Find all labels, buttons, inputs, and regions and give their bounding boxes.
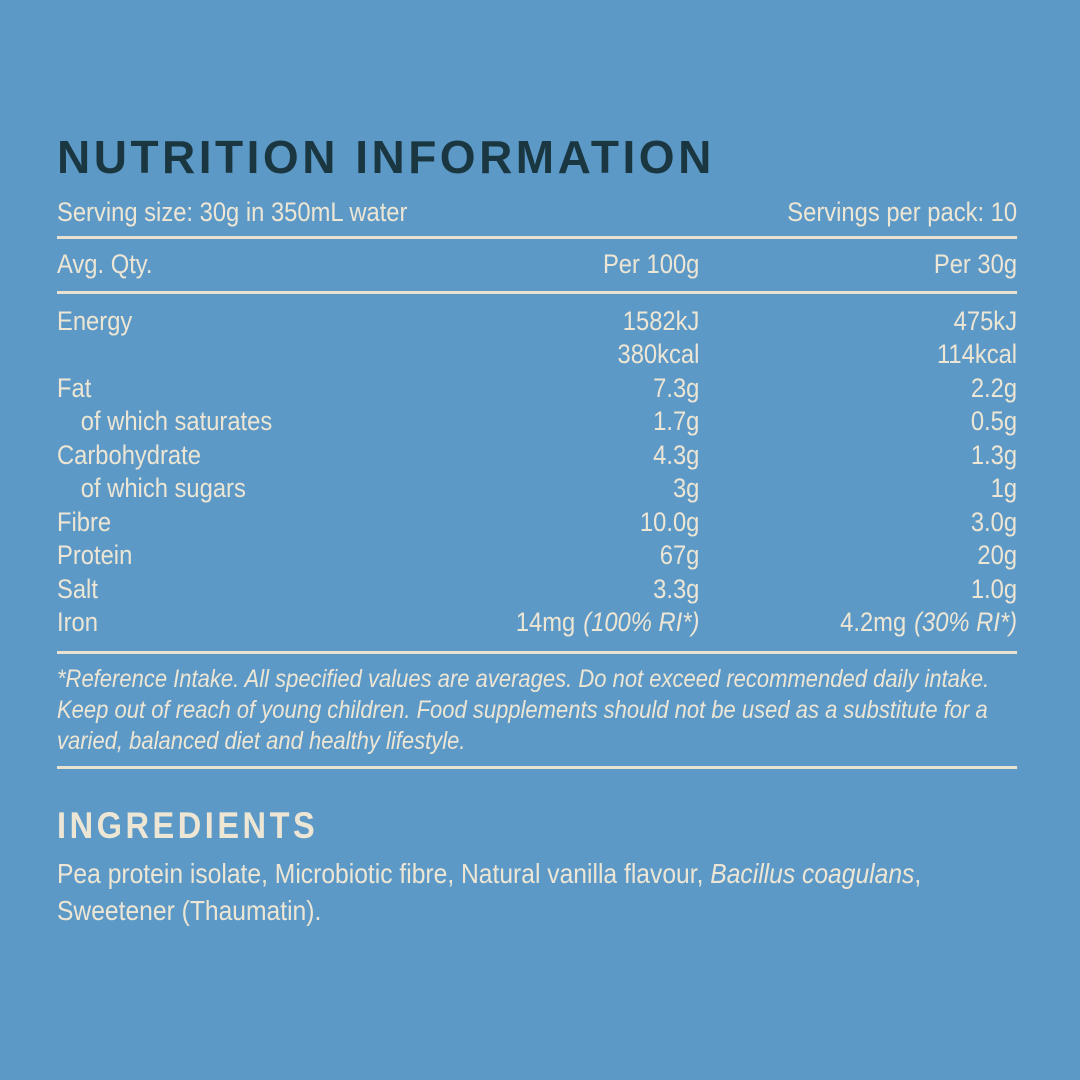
per-100g-value: 3.3g xyxy=(653,573,700,604)
per-100g-value: 4.3g xyxy=(653,439,700,470)
per-30g-value: 1.0g xyxy=(970,573,1018,604)
per-100g-value: 3g xyxy=(672,473,700,503)
divider xyxy=(57,236,1018,239)
per-30g-value: 475kJ xyxy=(953,305,1018,336)
per-100g-value: 380kcal xyxy=(617,339,700,369)
nutrient-label: Carbohydrate xyxy=(57,439,201,470)
divider xyxy=(57,650,1018,654)
table-row: 380kcal 114kcal xyxy=(57,338,1017,372)
ingredients-part-after: , Sweetener (Thaumatin). xyxy=(57,857,922,926)
nutrient-label: Protein xyxy=(57,540,133,570)
nutrient-label: Fibre xyxy=(57,506,112,537)
table-row: Iron 14mg (100% RI*) 4.2mg (30% RI*) xyxy=(57,606,1017,640)
divider xyxy=(57,765,1018,769)
footnote-text: *Reference Intake. All specified values … xyxy=(57,664,990,755)
per-100g-value: 7.3g xyxy=(653,372,700,403)
per-30g-value: 0.5g xyxy=(970,406,1018,436)
nutrient-label: Salt xyxy=(57,573,98,604)
per-30g-value: 2.2g xyxy=(970,372,1018,403)
nutrient-label: of which saturates xyxy=(80,406,273,436)
per-100g-value: 1582kJ xyxy=(622,305,700,336)
per-30g-value: 3.0g xyxy=(970,506,1018,537)
table-row: Carbohydrate 4.3g 1.3g xyxy=(57,439,1017,473)
ingredients-heading: INGREDIENTS xyxy=(57,804,319,846)
table-row: Fibre 10.0g 3.0g xyxy=(57,506,1017,540)
table-header-row: Avg. Qty. Per 100g Per 30g xyxy=(57,248,1017,282)
nutrient-label: of which sugars xyxy=(80,473,246,503)
column-header-per-100g: Per 100g xyxy=(602,249,700,279)
table-row: Salt 3.3g 1.0g xyxy=(57,573,1017,607)
per-30g-value: 4.2mg (30% RI*) xyxy=(840,607,1018,637)
per-100g-value: 14mg (100% RI*) xyxy=(515,607,700,637)
page-title: NUTRITION INFORMATION xyxy=(57,131,715,183)
per-100g-value: 1.7g xyxy=(653,406,700,436)
per-30g-value: 20g xyxy=(977,540,1018,570)
label-body: Serving size: 30g in 350mL water Serving… xyxy=(57,195,1018,929)
ingredients-part-before: Pea protein isolate, Microbiotic fibre, … xyxy=(57,857,711,889)
nutrient-label: Iron xyxy=(57,607,98,637)
table-row: Protein 67g 20g xyxy=(57,539,1017,573)
nutrition-rows: Energy 1582kJ 475kJ 380kcal 114kcal Fat … xyxy=(57,305,1017,640)
column-header-per-30g: Per 30g xyxy=(933,249,1018,279)
serving-size-text: Serving size: 30g in 350mL water xyxy=(57,197,408,227)
nutrient-label: Energy xyxy=(57,305,133,336)
per-30g-value: 1g xyxy=(990,473,1018,503)
table-row: of which saturates 1.7g 0.5g xyxy=(57,405,1017,439)
nutrient-label: Fat xyxy=(57,372,92,403)
per-100g-value: 10.0g xyxy=(639,506,700,537)
ingredients-part-latin-name: Bacillus coagulans xyxy=(710,857,915,889)
ingredients-text: Pea protein isolate, Microbiotic fibre, … xyxy=(57,855,1017,929)
per-30g-value: 114kcal xyxy=(936,339,1018,369)
per-30g-value: 1.3g xyxy=(970,439,1018,470)
table-row: Energy 1582kJ 475kJ xyxy=(57,305,1017,339)
column-header-avg-qty: Avg. Qty. xyxy=(57,249,153,279)
divider xyxy=(57,290,1018,294)
table-row: Fat 7.3g 2.2g xyxy=(57,372,1017,406)
per-100g-value: 67g xyxy=(659,540,700,570)
servings-per-pack-text: Servings per pack: 10 xyxy=(787,197,1018,227)
table-row: of which sugars 3g 1g xyxy=(57,472,1017,506)
serving-info-row: Serving size: 30g in 350mL water Serving… xyxy=(57,195,1017,229)
